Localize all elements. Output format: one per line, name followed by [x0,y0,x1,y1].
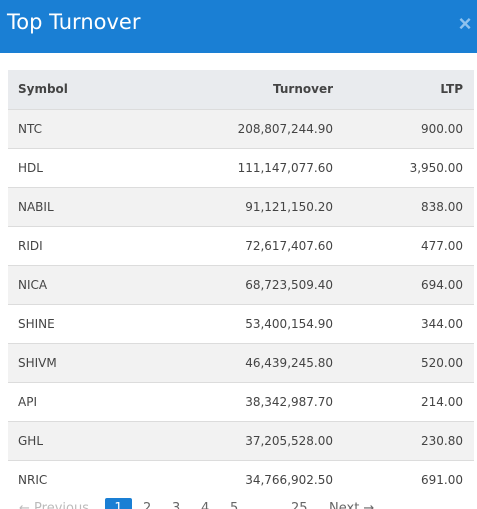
symbol-cell: NABIL [18,199,54,214]
table-row: NABIL 91,121,150.20 838.00 [8,187,474,226]
table-row: NTC 208,807,244.90 900.00 [8,109,474,148]
ltp-cell: 694.00 [421,277,463,292]
modal-title: Top Turnover [7,10,141,34]
turnover-cell: 72,617,407.60 [245,238,333,253]
table-row: API 38,342,987.70 214.00 [8,382,474,421]
ltp-cell: 477.00 [421,238,463,253]
table-row: NICA 68,723,509.40 694.00 [8,265,474,304]
table-row: GHL 37,205,528.00 230.80 [8,421,474,460]
next-page-button[interactable]: Next → [329,501,375,509]
turnover-cell: 53,400,154.90 [245,316,333,331]
symbol-cell: NICA [18,277,48,292]
page-button-1[interactable]: 1 [105,498,132,509]
ltp-cell: 900.00 [421,121,463,136]
page-button-5[interactable]: 5 [230,501,239,509]
ltp-cell: 3,950.00 [409,160,463,175]
ltp-cell: 691.00 [421,472,463,487]
column-header-ltp[interactable]: LTP [440,82,463,97]
turnover-cell: 91,121,150.20 [245,199,333,214]
page-button-3[interactable]: 3 [172,501,181,509]
table-row: SHINE 53,400,154.90 344.00 [8,304,474,343]
turnover-cell: 34,766,902.50 [245,472,333,487]
turnover-table: Symbol Turnover LTP NTC 208,807,244.90 9… [8,70,474,499]
column-header-turnover[interactable]: Turnover [273,82,333,97]
ltp-cell: 230.80 [421,433,463,448]
pagination: ← Previous 1 2 3 4 5 … 25 Next → [0,498,477,509]
modal-header: Top Turnover × [0,0,477,53]
page-button-last[interactable]: 25 [291,501,308,509]
symbol-cell: NRIC [18,472,48,487]
page-button-4[interactable]: 4 [201,501,210,509]
pagination-ellipsis: … [259,501,272,509]
symbol-cell: RIDI [18,238,43,253]
turnover-cell: 111,147,077.60 [237,160,333,175]
turnover-cell: 37,205,528.00 [245,433,333,448]
symbol-cell: API [18,394,37,409]
table-row: HDL 111,147,077.60 3,950.00 [8,148,474,187]
ltp-cell: 344.00 [421,316,463,331]
symbol-cell: SHIVM [18,355,57,370]
column-header-symbol[interactable]: Symbol [18,82,68,97]
symbol-cell: SHINE [18,316,55,331]
turnover-cell: 38,342,987.70 [245,394,333,409]
previous-page-button[interactable]: ← Previous [19,501,89,509]
symbol-cell: GHL [18,433,44,448]
table-row: NRIC 34,766,902.50 691.00 [8,460,474,499]
turnover-cell: 46,439,245.80 [245,355,333,370]
ltp-cell: 214.00 [421,394,463,409]
page-button-2[interactable]: 2 [143,501,152,509]
close-icon[interactable]: × [458,11,472,36]
turnover-cell: 208,807,244.90 [237,121,333,136]
ltp-cell: 838.00 [421,199,463,214]
table-row: SHIVM 46,439,245.80 520.00 [8,343,474,382]
table-row: RIDI 72,617,407.60 477.00 [8,226,474,265]
turnover-cell: 68,723,509.40 [245,277,333,292]
table-header-row: Symbol Turnover LTP [8,70,474,109]
table-body: NTC 208,807,244.90 900.00 HDL 111,147,07… [8,109,474,499]
ltp-cell: 520.00 [421,355,463,370]
symbol-cell: HDL [18,160,43,175]
symbol-cell: NTC [18,121,42,136]
turnover-table-container: Symbol Turnover LTP NTC 208,807,244.90 9… [8,70,474,499]
